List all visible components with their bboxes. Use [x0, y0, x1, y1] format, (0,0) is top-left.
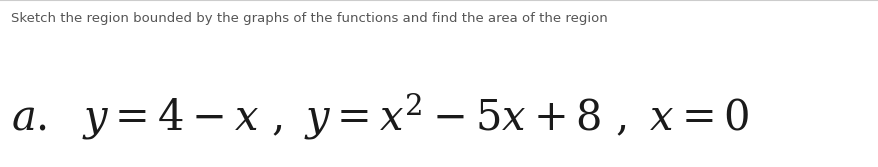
Text: Sketch the region bounded by the graphs of the functions and find the area of th: Sketch the region bounded by the graphs …: [11, 12, 607, 25]
Text: $a.\ \ y = 4 - x\ ,\ y = x^2 - 5x + 8\ ,\ x = 0$: $a.\ \ y = 4 - x\ ,\ y = x^2 - 5x + 8\ ,…: [11, 92, 748, 142]
